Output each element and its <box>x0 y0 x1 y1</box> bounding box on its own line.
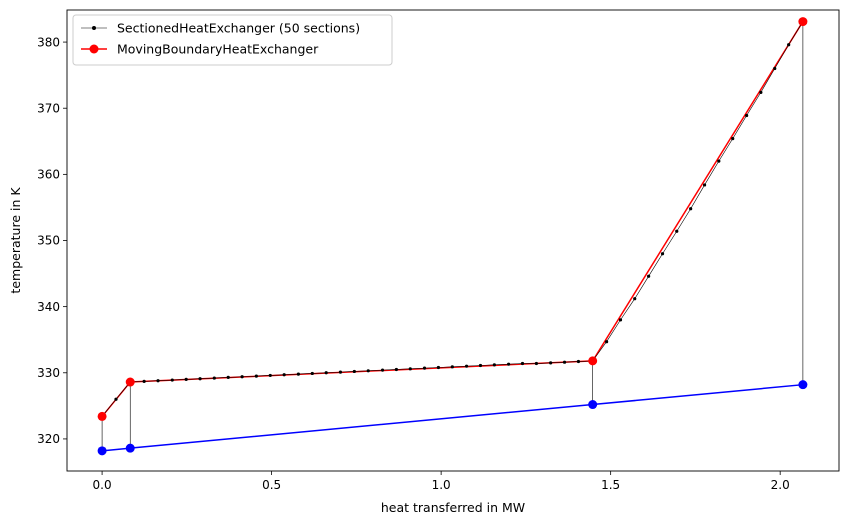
point-sectioned <box>702 183 707 187</box>
series-line-cold <box>102 383 803 452</box>
point-sectioned <box>366 369 370 373</box>
point-sectioned <box>394 367 398 372</box>
legend: SectionedHeatExchanger (50 sections) Mov… <box>72 14 393 66</box>
point-sectioned <box>534 361 539 366</box>
point-sectioned <box>380 368 385 372</box>
legend-label-moving-boundary: MovingBoundaryHeatExchanger <box>117 42 319 57</box>
legend-box <box>72 14 393 66</box>
point-moving-boundary <box>588 356 598 366</box>
point-sectioned <box>436 365 441 370</box>
point-sectioned <box>717 159 721 163</box>
point-sectioned <box>478 363 483 368</box>
point-sectioned <box>549 361 553 365</box>
point-sectioned <box>422 366 427 370</box>
point-sectioned <box>520 361 525 366</box>
point-moving-boundary <box>125 377 135 387</box>
point-sectioned <box>296 372 300 376</box>
axes: 0.0 0.5 1.0 1.5 2.0 320 330 340 350 360 370 380 he… <box>8 9 840 515</box>
point-sectioned <box>731 137 735 141</box>
point-sectioned <box>647 274 651 278</box>
y-tick-label: 360 <box>37 168 60 182</box>
point-sectioned <box>212 376 216 380</box>
point-sectioned <box>408 367 412 371</box>
x-axis-ticks: 0.0 0.5 1.0 1.5 2.0 <box>93 471 790 492</box>
point-sectioned <box>240 375 244 379</box>
point-sectioned <box>156 379 160 383</box>
point-sectioned <box>492 363 496 367</box>
point-sectioned <box>254 374 258 378</box>
point-sectioned <box>338 370 343 374</box>
y-tick-label: 330 <box>37 366 60 380</box>
x-tick-label: 2.0 <box>771 478 790 492</box>
point-cold <box>798 380 808 390</box>
point-cold <box>97 446 107 456</box>
point-sectioned <box>562 360 567 364</box>
x-tick-label: 0.0 <box>93 478 112 492</box>
y-tick-label: 340 <box>37 300 60 314</box>
point-sectioned <box>464 364 469 368</box>
point-sectioned <box>226 375 230 380</box>
point-sectioned <box>618 318 623 322</box>
point-sectioned <box>787 43 791 47</box>
x-tick-label: 0.5 <box>262 478 281 492</box>
point-sectioned <box>114 397 118 401</box>
point-sectioned <box>198 377 202 381</box>
point-sectioned <box>142 379 146 383</box>
point-sectioned <box>689 207 693 211</box>
point-sectioned <box>184 377 188 381</box>
point-sectioned <box>604 340 609 344</box>
y-tick-label: 320 <box>37 432 60 446</box>
legend-marker-sectioned <box>92 26 96 30</box>
point-sectioned <box>268 373 272 378</box>
point-sectioned <box>170 378 174 382</box>
legend-marker-moving-boundary <box>89 44 99 54</box>
point-sectioned <box>324 371 328 375</box>
point-sectioned <box>759 90 763 94</box>
x-tick-label: 1.0 <box>432 478 451 492</box>
point-sectioned <box>745 113 749 118</box>
y-tick-label: 380 <box>37 35 60 49</box>
point-moving-boundary <box>798 17 808 27</box>
legend-label-sectioned: SectionedHeatExchanger (50 sections) <box>117 21 360 36</box>
y-tick-label: 370 <box>37 101 60 115</box>
point-sectioned <box>773 66 777 71</box>
point-sectioned <box>675 229 679 233</box>
x-tick-label: 1.5 <box>601 478 620 492</box>
point-sectioned <box>576 359 581 364</box>
point-sectioned <box>450 365 454 369</box>
point-sectioned <box>660 252 665 256</box>
y-axis-label: temperature in K <box>8 187 23 294</box>
x-axis-label: heat transferred in MW <box>381 500 525 515</box>
point-sectioned <box>633 297 637 301</box>
point-sectioned <box>352 369 356 374</box>
y-axis-ticks: 320 330 340 350 360 370 380 <box>37 35 67 446</box>
point-sectioned <box>282 373 286 377</box>
point-sectioned <box>310 371 314 376</box>
point-moving-boundary <box>97 411 107 421</box>
plot-area <box>97 17 808 456</box>
point-cold <box>125 443 135 453</box>
y-tick-label: 350 <box>37 234 60 248</box>
point-cold <box>588 400 598 410</box>
point-sectioned <box>507 362 511 366</box>
